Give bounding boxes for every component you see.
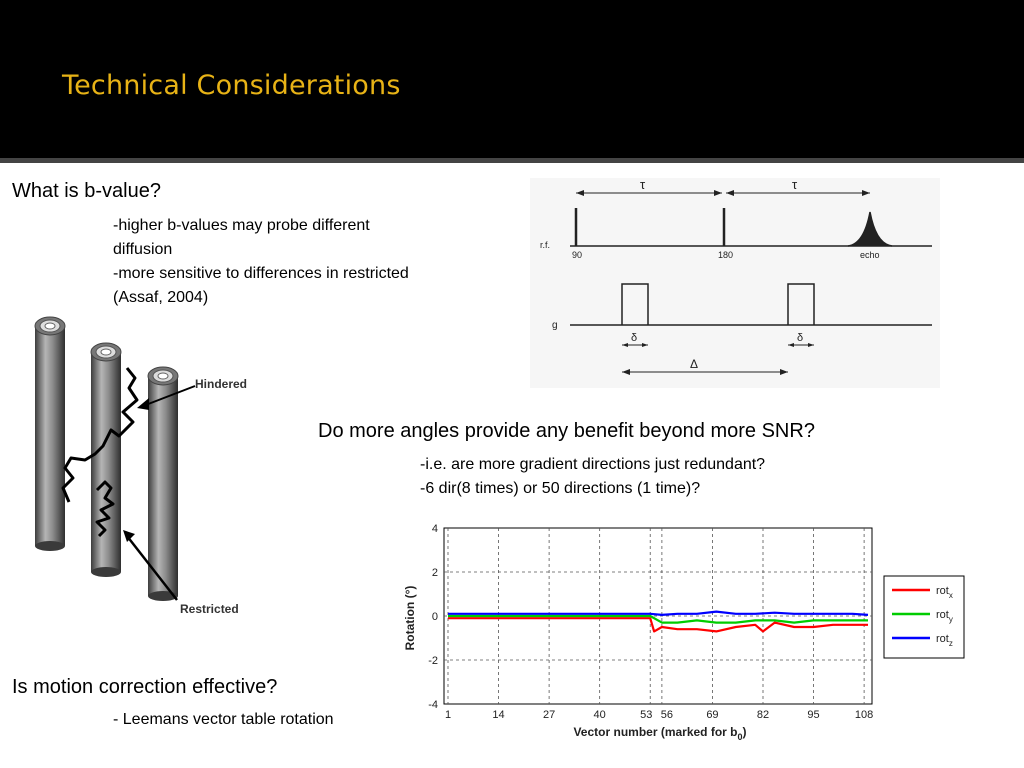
y-tick-label: 4 bbox=[432, 523, 438, 535]
hindered-arrowhead bbox=[137, 398, 149, 410]
echo-label: echo bbox=[860, 250, 880, 260]
y-tick-label: 2 bbox=[432, 567, 438, 579]
series-line-roty bbox=[448, 614, 868, 624]
legend-label-rotz: rotz bbox=[936, 633, 953, 648]
g-label: g bbox=[552, 320, 558, 331]
pulse-180-label: 180 bbox=[718, 250, 733, 260]
restricted-arrowhead bbox=[123, 530, 135, 542]
restricted-label: Restricted bbox=[180, 602, 239, 616]
x-tick-label: 14 bbox=[492, 709, 504, 721]
legend-label-rotx: rotx bbox=[936, 585, 953, 600]
echo-signal bbox=[847, 211, 893, 247]
cylinder-left bbox=[34, 316, 66, 551]
series-line-rotz bbox=[448, 610, 869, 617]
series-line-rotx bbox=[448, 617, 868, 633]
x-tick-label: 108 bbox=[855, 709, 873, 721]
legend-label-roty: roty bbox=[936, 609, 953, 624]
pulse-90-label: 90 bbox=[572, 250, 582, 260]
tau-label-2: τ bbox=[792, 178, 798, 192]
y-tick-label: 0 bbox=[432, 611, 438, 623]
y-tick-label: -4 bbox=[428, 699, 438, 711]
b-value-line-3: -more sensitive to differences in restri… bbox=[113, 265, 409, 282]
rotation-chart: 4 2 0 -2 -4 1 14 27 40 53 56 69 82 95 108 Rotation (°)… bbox=[403, 523, 965, 742]
x-tick-label: 1 bbox=[445, 709, 451, 721]
angles-line-2: -6 dir(8 times) or 50 directions (1 time… bbox=[420, 480, 701, 497]
cylinder-middle bbox=[90, 342, 122, 577]
question-angles: Do more angles provide any benefit beyon… bbox=[318, 420, 815, 442]
legend: rotx roty rotz bbox=[883, 575, 965, 659]
title-bar bbox=[0, 0, 1024, 158]
x-axis-label: Vector number (marked for b0) bbox=[573, 725, 746, 742]
pulse-sequence-diagram: τ τ r.f. 90 180 echo g δ δ Δ bbox=[530, 178, 940, 388]
angles-line-1: -i.e. are more gradient directions just … bbox=[420, 456, 766, 473]
tau-label-1: τ bbox=[640, 178, 646, 192]
b-value-line-2: diffusion bbox=[113, 241, 173, 258]
motion-correction-line-1: - Leemans vector table rotation bbox=[113, 711, 334, 728]
b-value-line-1: -higher b-values may probe different bbox=[113, 217, 370, 234]
cylinder-diffusion-figure: Hindered Restricted bbox=[34, 316, 247, 616]
x-tick-label: 40 bbox=[594, 709, 606, 721]
cylinder-right bbox=[147, 366, 179, 601]
hindered-path bbox=[61, 367, 139, 503]
slide-title: Technical Considerations bbox=[62, 70, 401, 101]
x-tick-label: 82 bbox=[757, 709, 769, 721]
b-value-line-4: (Assaf, 2004) bbox=[113, 289, 209, 306]
x-tick-label: 95 bbox=[807, 709, 819, 721]
title-divider bbox=[0, 158, 1024, 163]
hindered-label: Hindered bbox=[195, 377, 247, 391]
y-tick-label: -2 bbox=[428, 655, 438, 667]
x-axis-label-text: Vector number (marked for b bbox=[573, 725, 737, 739]
question-motion-correction: Is motion correction effective? bbox=[12, 676, 278, 698]
restricted-path bbox=[95, 480, 115, 538]
x-tick-label: 56 bbox=[661, 709, 673, 721]
delta-small-label-1: δ bbox=[631, 332, 637, 344]
x-tick-label: 53 bbox=[640, 709, 652, 721]
y-axis-label: Rotation (°) bbox=[403, 586, 417, 651]
gradient-pulse-2 bbox=[787, 283, 815, 325]
question-b-value: What is b-value? bbox=[12, 180, 161, 202]
delta-small-label-2: δ bbox=[797, 332, 803, 344]
delta-capital-label: Δ bbox=[690, 357, 698, 371]
x-tick-label: 69 bbox=[706, 709, 718, 721]
gradient-pulse-1 bbox=[621, 283, 649, 325]
x-tick-label: 27 bbox=[543, 709, 555, 721]
rf-label: r.f. bbox=[540, 240, 550, 250]
